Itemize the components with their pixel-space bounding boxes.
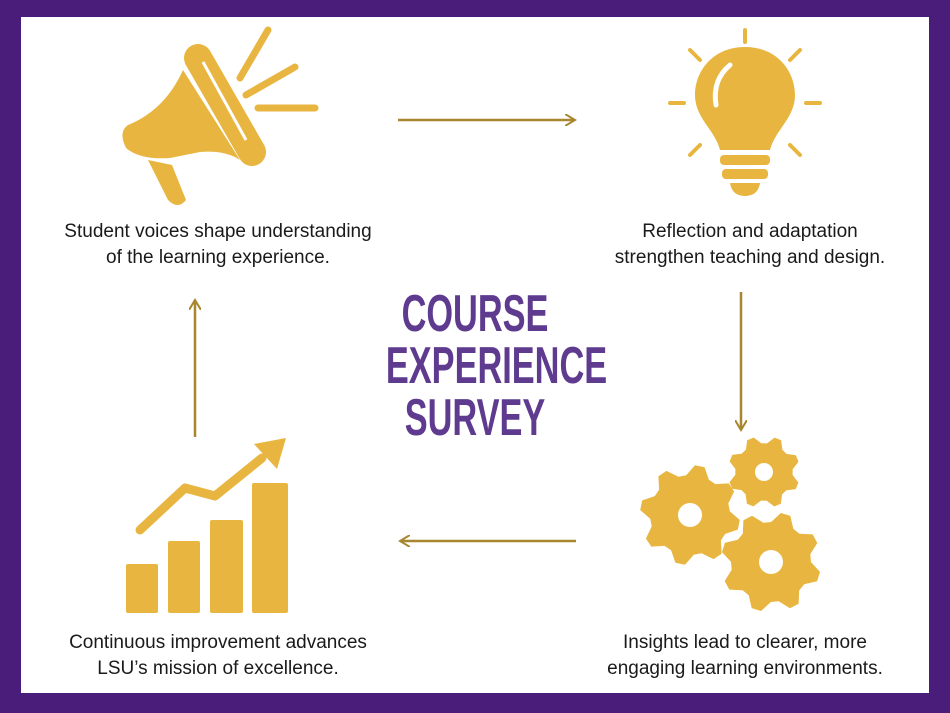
lightbulb-icon	[668, 28, 822, 196]
caption-line: LSU’s mission of excellence.	[97, 658, 339, 679]
gear-hole	[678, 503, 702, 527]
caption-line: Continuous improvement advances	[69, 632, 367, 653]
step-caption-improvement: Continuous improvement advances LSU’s mi…	[38, 630, 398, 682]
caption-line: engaging learning environments.	[607, 658, 883, 679]
step-caption-reflection: Reflection and adaptation strengthen tea…	[585, 219, 915, 271]
megaphone-icon	[122, 26, 319, 205]
step-caption-student-voices: Student voices shape understanding of th…	[38, 219, 398, 271]
gear-hole	[755, 463, 773, 481]
caption-line: strengthen teaching and design.	[614, 247, 886, 268]
gears-icon	[640, 437, 820, 611]
caption-line: Student voices shape understanding	[64, 221, 372, 242]
title-line: SURVEY	[404, 389, 546, 447]
caption-line: of the learning experience.	[106, 247, 330, 268]
title-line: EXPERIENCE	[385, 337, 608, 395]
title-line: COURSE	[401, 285, 549, 343]
gear-hole	[759, 550, 783, 574]
caption-line: Reflection and adaptation	[642, 221, 858, 242]
growth-chart-icon	[126, 438, 288, 613]
page-title: COURSE EXPERIENCE SURVEY	[385, 285, 608, 447]
caption-line: Insights lead to clearer, more	[623, 632, 867, 653]
step-caption-insights: Insights lead to clearer, more engaging …	[580, 630, 910, 682]
